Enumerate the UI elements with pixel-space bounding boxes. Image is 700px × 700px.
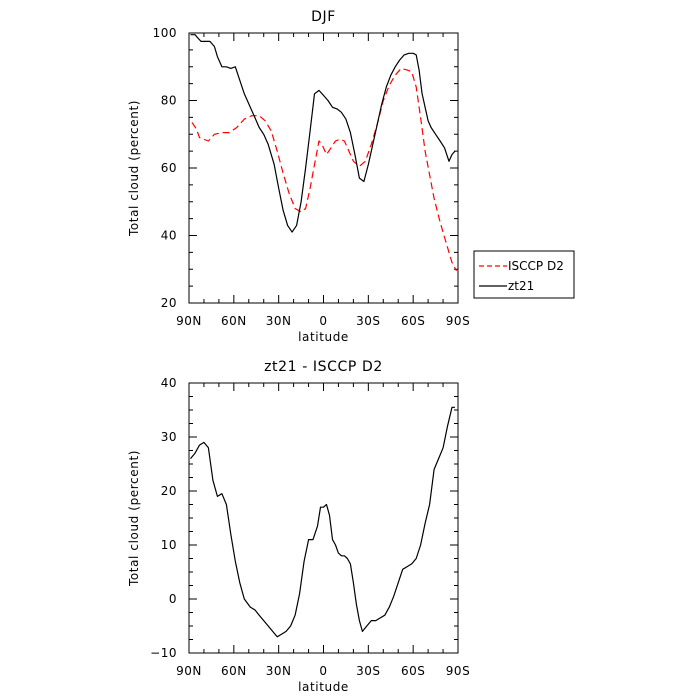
y-axis-title: Total cloud (percent) [127,100,141,237]
chart-title: zt21 - ISCCP D2 [264,359,383,375]
y-tick-label: 20 [161,484,177,498]
y-tick-label: −10 [150,646,177,660]
series-line-isccp-d2 [191,67,458,272]
x-axis-title: latitude [298,330,349,344]
y-tick-label: 0 [169,592,177,606]
plot-frame [188,32,459,304]
x-tick-label: 60S [401,314,425,328]
legend-box [473,250,575,299]
x-tick-label: 90N [176,314,202,328]
y-tick-label: 100 [153,26,177,40]
x-tick-label: 30S [356,664,380,678]
y-tick-label: 40 [161,376,177,390]
y-tick-label: 20 [161,296,177,310]
legend: ISCCP D2 zt21 [473,250,575,299]
y-tick-label: 80 [161,94,177,108]
y-tick-label: 10 [161,538,177,552]
x-tick-label: 60S [401,664,425,678]
x-axis-title: latitude [298,680,349,694]
chart-1: DJF 90N 60N 30N 0 30S 60S 90S 20 40 60 80 100 latitud… [127,9,575,344]
x-tick-label: 0 [319,664,327,678]
x-tick-label: 60N [221,314,247,328]
x-tick-label: 30N [266,664,292,678]
y-tick-label: 60 [161,161,177,175]
chart-2: zt21 - ISCCP D2 90N 60N 30N 0 30S 60S 90S −10 0 10… [127,359,470,694]
x-tick-label: 90N [176,664,202,678]
y-tick-label: 30 [161,430,177,444]
y-tick-label: 40 [161,229,177,243]
series-line-zt21 [190,34,456,233]
series-line-difference [190,406,455,638]
legend-label: ISCCP D2 [508,259,564,273]
x-tick-label: 30S [356,314,380,328]
x-tick-label: 90S [446,314,470,328]
chart-title: DJF [311,9,336,25]
legend-label: zt21 [508,279,534,293]
x-tick-label: 90S [446,664,470,678]
x-tick-label: 30N [266,314,292,328]
x-tick-label: 60N [221,664,247,678]
x-tick-label: 0 [319,314,327,328]
plot-frame [188,382,459,654]
y-axis-title: Total cloud (percent) [127,450,141,587]
